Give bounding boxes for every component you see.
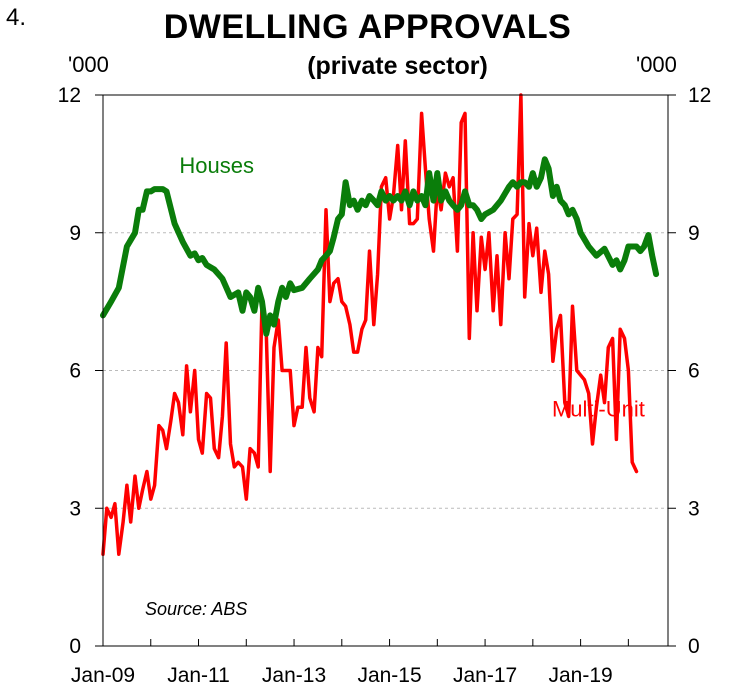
series-line-houses [100, 156, 660, 337]
x-tick-label: Jan-17 [453, 664, 517, 687]
series-label-multi-unit: Multi-Unit [552, 396, 645, 421]
series-layer: Multi-Unit Houses [100, 93, 660, 556]
axes: 0 0 3 3 6 6 9 9 12 12 Jan-09 Jan-11 Jan-13 Jan-15 Jan-… [58, 84, 712, 687]
y-tick-label-right: 6 [688, 360, 700, 383]
y-tick-label-left: 3 [69, 497, 81, 520]
series-label-houses: Houses [179, 153, 254, 178]
x-tick-label: Jan-13 [262, 664, 326, 687]
figure-number: 4. [6, 4, 27, 31]
chart-title: DWELLING APPROVALS [163, 8, 572, 46]
y-tick-label-left: 12 [58, 84, 81, 107]
y-tick-label-left: 0 [69, 635, 81, 658]
x-tick-label: Jan-19 [548, 664, 612, 687]
chart-subtitle: (private sector) [307, 52, 488, 80]
x-tick-label: Jan-15 [357, 664, 421, 687]
source-note: Source: ABS [145, 599, 247, 619]
y-tick-label-left: 9 [69, 222, 81, 245]
x-tick-label: Jan-11 [167, 664, 230, 687]
x-tick-label: Jan-09 [71, 664, 135, 687]
left-axis-unit: '000 [68, 52, 109, 77]
series-line-multi-unit [101, 93, 639, 556]
y-tick-label-right: 9 [688, 222, 700, 245]
y-tick-label-right: 3 [688, 497, 700, 520]
y-tick-label-right: 0 [688, 635, 700, 658]
gridlines [103, 232, 668, 509]
right-axis-unit: '000 [636, 52, 677, 77]
y-tick-label-right: 12 [688, 84, 711, 107]
y-tick-label-left: 6 [69, 360, 81, 383]
